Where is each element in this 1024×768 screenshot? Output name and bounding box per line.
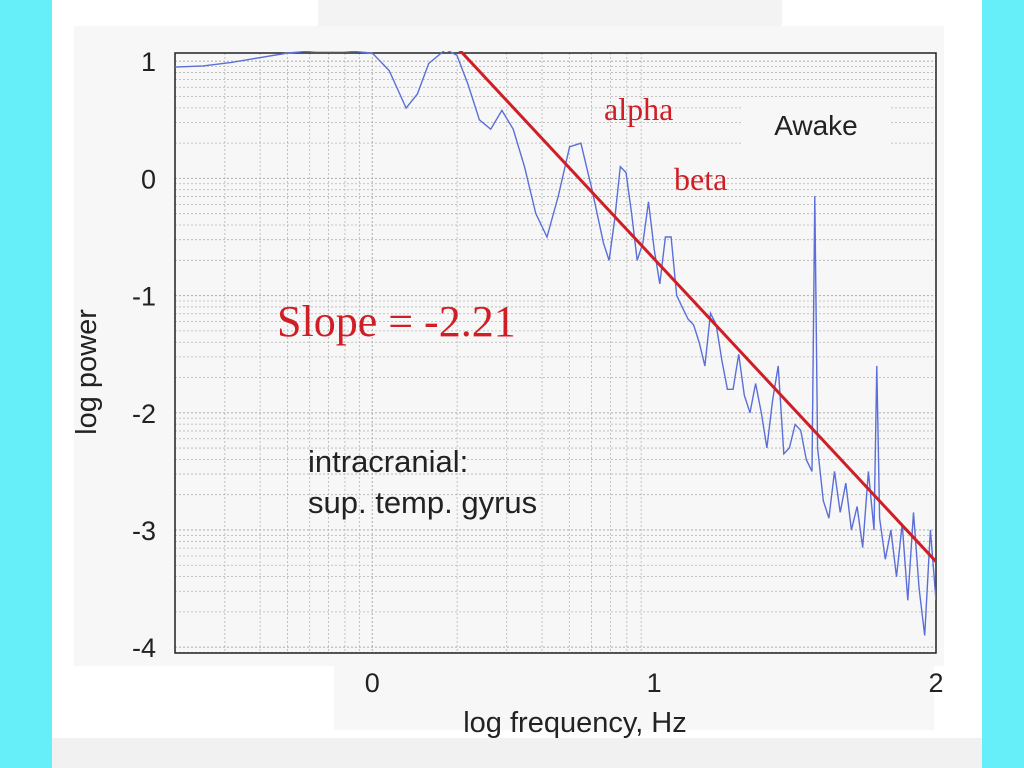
- x-tick-label: 2: [928, 668, 943, 698]
- x-axis-label: log frequency, Hz: [463, 707, 687, 739]
- y-tick-label: -2: [132, 399, 156, 429]
- spectrum-series-line: [175, 51, 936, 636]
- y-tick-label: 1: [141, 47, 156, 77]
- recording-site-line-2: sup. temp. gyrus: [308, 485, 537, 520]
- plot-frame: [174, 52, 937, 654]
- y-tick-label: 0: [141, 164, 156, 194]
- log-power-spectrum-chart: 0 1 2 1 0 -1 -2 -3 -4 Awake alpha beta Slope = …: [52, 0, 982, 768]
- y-tick-label: -4: [132, 633, 156, 663]
- y-tick-label: -3: [132, 516, 156, 546]
- slope-annotation: Slope = -2.21: [277, 297, 516, 346]
- legend-label: Awake: [774, 110, 858, 141]
- recording-site-line-1: intracranial:: [308, 444, 468, 479]
- alpha-annotation: alpha: [604, 91, 673, 127]
- x-tick-label: 1: [647, 668, 662, 698]
- beta-annotation: beta: [674, 161, 727, 197]
- legend-box: [742, 100, 890, 152]
- slide-background: 0 1 2 1 0 -1 -2 -3 -4 Awake alpha beta Slope = …: [52, 0, 982, 768]
- y-tick-label: -1: [132, 282, 156, 312]
- y-axis-label: log power: [71, 309, 103, 435]
- fit-slope-line: [458, 51, 936, 563]
- x-tick-label: 0: [365, 668, 380, 698]
